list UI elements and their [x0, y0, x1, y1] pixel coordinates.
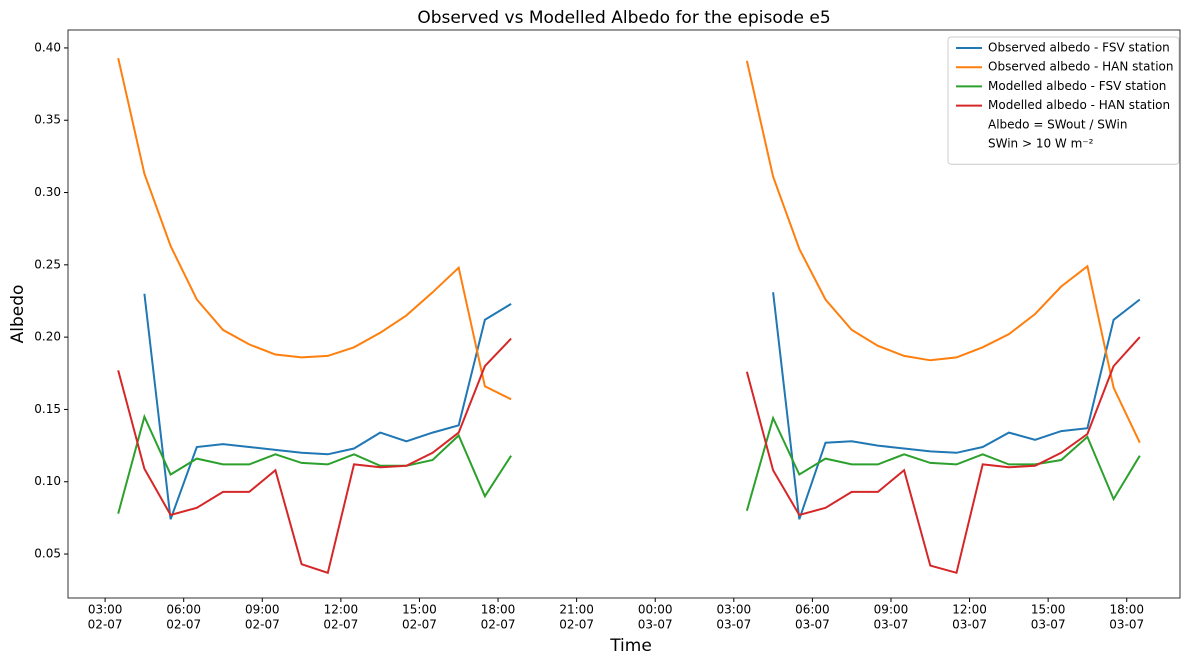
x-tick-label: 15:00: [402, 603, 437, 617]
legend-box: [947, 36, 1180, 165]
x-tick-label: 02-07: [245, 618, 280, 632]
legend-note: Albedo = SWout / SWin: [988, 117, 1127, 131]
x-tick-label: 09:00: [874, 603, 909, 617]
x-tick-label: 06:00: [166, 603, 201, 617]
y-tick-label: 0.10: [34, 474, 61, 488]
x-tick-label: 02-07: [88, 618, 123, 632]
x-tick-label: 03-07: [795, 618, 830, 632]
y-tick-label: 0.20: [34, 330, 61, 344]
x-tick-label: 00:00: [638, 603, 673, 617]
x-tick-label: 03-07: [874, 618, 909, 632]
y-tick-label: 0.30: [34, 185, 61, 199]
legend-label: Observed albedo - HAN station: [988, 60, 1173, 74]
data-line: [117, 337, 512, 575]
data-line: [143, 293, 512, 520]
x-tick-label: 09:00: [245, 603, 280, 617]
data-line: [745, 336, 1141, 575]
plot-frame: [67, 29, 1181, 599]
x-tick-label: 02-07: [323, 618, 358, 632]
data-line: [117, 57, 512, 401]
x-tick-label: 15:00: [1031, 603, 1066, 617]
x-tick-label: 03:00: [88, 603, 123, 617]
x-tick-label: 18:00: [1109, 603, 1144, 617]
x-axis-label: Time: [609, 636, 652, 656]
x-tick-label: 12:00: [952, 603, 987, 617]
x-tick-label: 21:00: [559, 603, 594, 617]
y-tick-label: 0.05: [34, 547, 61, 561]
y-tick-label: 0.35: [34, 113, 61, 127]
legend-label: Observed albedo - FSV station: [988, 41, 1170, 55]
x-tick-label: 02-07: [166, 618, 201, 632]
x-tick-label: 03-07: [1109, 618, 1144, 632]
legend-note: SWin > 10 W m⁻²: [988, 137, 1094, 151]
x-tick-label: 03-07: [716, 618, 751, 632]
y-tick-label: 0.40: [34, 40, 61, 54]
x-tick-label: 03-07: [952, 618, 987, 632]
x-tick-label: 02-07: [559, 618, 594, 632]
chart-title: Observed vs Modelled Albedo for the epis…: [417, 8, 830, 28]
x-tick-label: 03-07: [1031, 618, 1066, 632]
data-line: [745, 415, 1141, 511]
x-tick-label: 02-07: [402, 618, 437, 632]
x-tick-label: 12:00: [324, 603, 359, 617]
legend-label: Modelled albedo - HAN station: [988, 98, 1170, 112]
x-tick-label: 03:00: [717, 603, 752, 617]
data-line: [745, 60, 1141, 444]
y-tick-label: 0.25: [34, 257, 61, 271]
legend-label: Modelled albedo - FSV station: [988, 79, 1166, 93]
data-line: [117, 413, 512, 514]
x-tick-label: 06:00: [795, 603, 830, 617]
x-tick-label: 02-07: [481, 618, 516, 632]
x-tick-label: 03-07: [638, 618, 673, 632]
x-tick-label: 18:00: [481, 603, 516, 617]
y-tick-label: 0.15: [34, 402, 61, 416]
data-line: [772, 292, 1141, 520]
y-axis-label: Albedo: [8, 285, 28, 344]
